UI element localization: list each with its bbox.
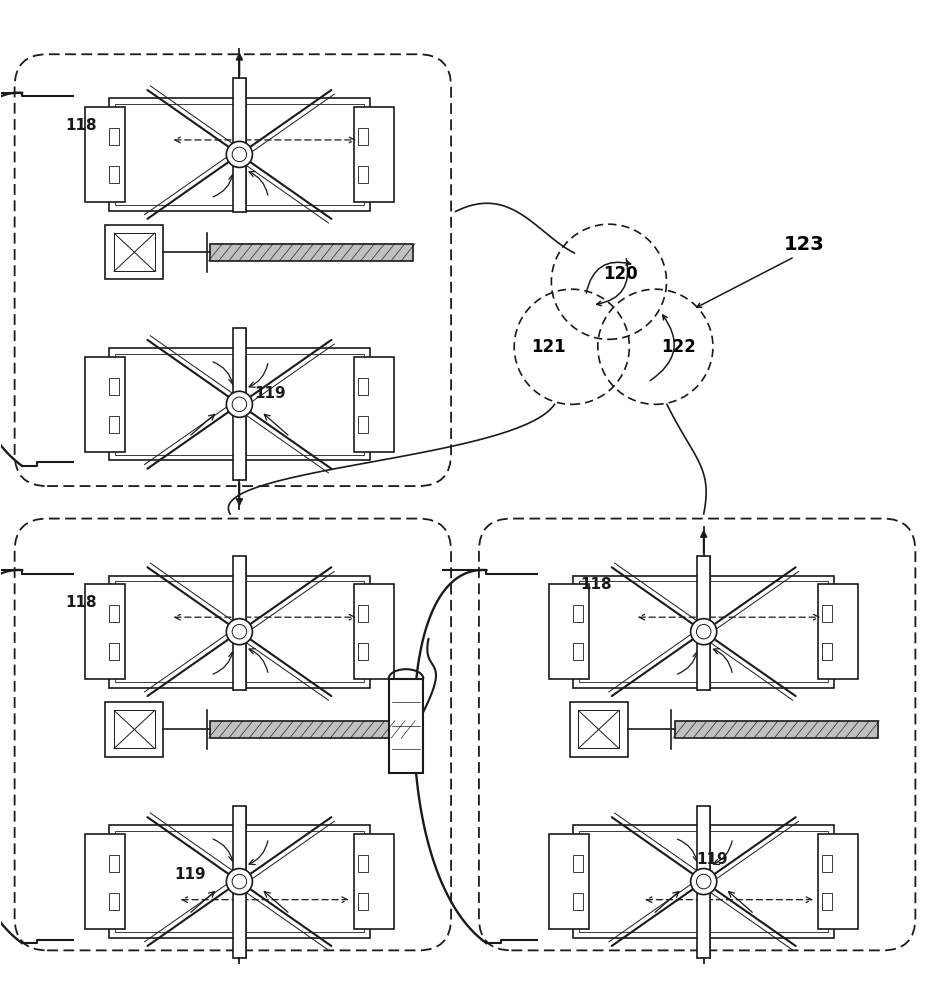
Bar [232,78,246,212]
Bar [86,357,125,452]
Bar [570,702,628,757]
Bar [86,107,125,202]
Circle shape [232,397,246,412]
Circle shape [226,869,252,895]
Bar [573,855,583,872]
Bar [573,893,583,910]
Bar [579,581,829,682]
Bar [573,825,834,938]
Bar [358,605,367,622]
Bar [358,378,367,395]
Text: 119: 119 [254,386,286,401]
Bar [114,710,154,748]
Bar [86,584,125,679]
Text: 120: 120 [603,265,637,283]
Bar [114,233,154,271]
Bar [114,831,364,932]
Bar [109,576,370,688]
Circle shape [232,147,246,162]
Bar [389,679,423,773]
Bar [109,128,119,145]
Bar [353,584,393,679]
Bar [109,825,370,938]
Text: 118: 118 [65,118,97,133]
Bar [573,576,834,688]
Text: 118: 118 [580,577,612,592]
Bar [114,104,364,205]
Bar [86,834,125,929]
Bar [109,348,370,460]
Bar [358,893,367,910]
Bar [210,721,413,738]
Circle shape [226,619,252,645]
Circle shape [226,141,252,167]
Bar [550,584,590,679]
Text: 121: 121 [531,338,565,356]
Bar [550,834,590,929]
Bar [105,225,164,279]
FancyArrowPatch shape [586,261,631,293]
Bar [358,643,367,660]
Circle shape [226,391,252,417]
Bar [698,806,711,958]
Circle shape [232,874,246,889]
Bar [353,107,393,202]
Text: 122: 122 [661,338,696,356]
Text: 119: 119 [697,852,728,867]
Bar [358,166,367,183]
Circle shape [691,869,717,895]
Bar [818,584,858,679]
Circle shape [697,624,711,639]
Bar [573,643,583,660]
Bar [109,416,119,433]
Bar [822,605,832,622]
Bar [114,581,364,682]
Bar [109,605,119,622]
Bar [579,831,829,932]
Bar [109,378,119,395]
Text: 123: 123 [784,235,824,254]
Bar [114,354,364,455]
Circle shape [691,619,717,645]
Bar [210,244,413,261]
Bar [822,855,832,872]
Bar [578,710,619,748]
Bar [675,721,878,738]
Bar [358,416,367,433]
Bar [105,702,164,757]
Bar [232,556,246,690]
Bar [109,166,119,183]
Text: 118: 118 [65,595,97,610]
FancyArrowPatch shape [597,258,628,306]
Bar [822,893,832,910]
Bar [353,357,393,452]
Bar [109,643,119,660]
Bar [698,556,711,690]
Bar [818,834,858,929]
Bar [358,128,367,145]
Circle shape [697,874,711,889]
Bar [232,328,246,480]
Bar [232,806,246,958]
Circle shape [232,624,246,639]
Bar [822,643,832,660]
Bar [109,98,370,211]
Bar [109,855,119,872]
Bar [109,893,119,910]
FancyArrowPatch shape [650,315,674,381]
Bar [573,605,583,622]
Text: 119: 119 [174,867,206,882]
Bar [353,834,393,929]
Bar [358,855,367,872]
